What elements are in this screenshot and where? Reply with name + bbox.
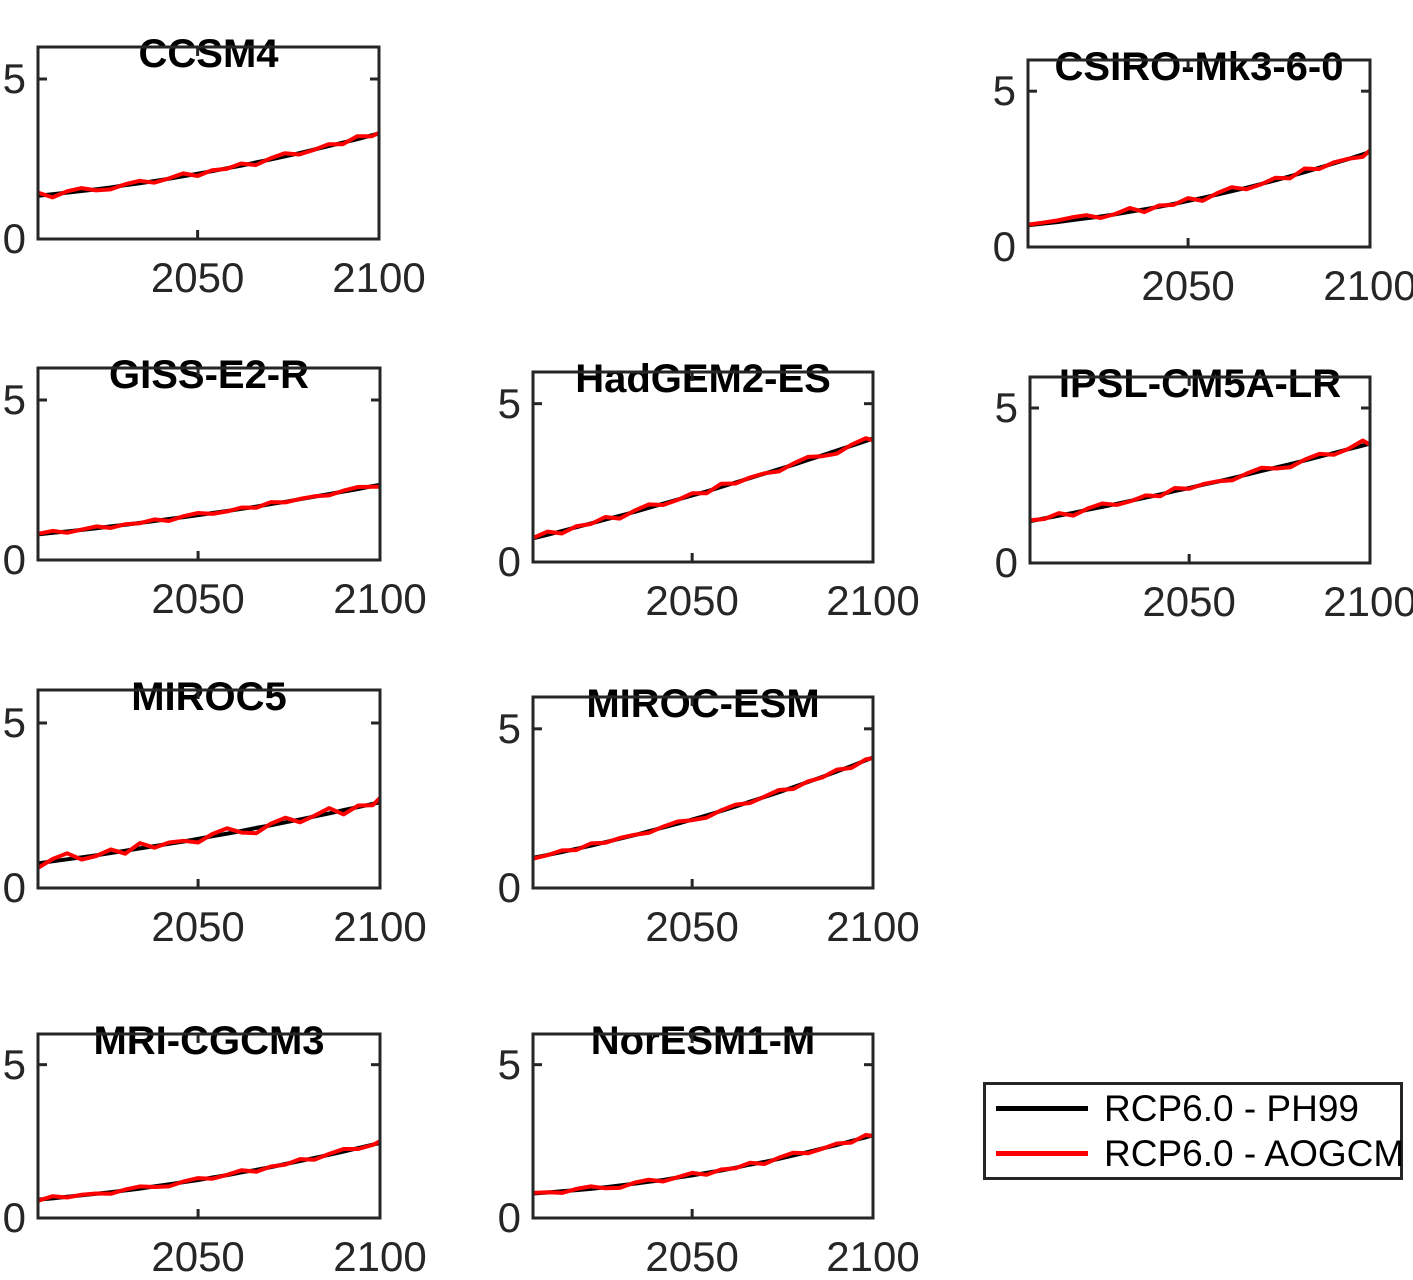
- plot-area-hadgem2-es: [531, 370, 875, 564]
- series-line-ph99: [37, 1140, 381, 1202]
- legend-line-swatch-aogcm: [996, 1151, 1088, 1157]
- axes-frame: [1028, 375, 1372, 565]
- subplot-title-csiro-mk3-6-0: CSIRO-Mk3-6-0: [1054, 45, 1344, 90]
- axes-frame: [1026, 58, 1372, 249]
- legend-label-aogcm: RCP6.0 - AOGCM: [1104, 1133, 1405, 1175]
- axes-frame: [531, 370, 875, 564]
- x-tick-label: 2100: [333, 903, 427, 950]
- y-tick-label: 0: [2, 536, 26, 583]
- series-line-aogcm: [37, 1139, 381, 1203]
- y-tick-label: 0: [497, 538, 521, 585]
- x-tick-label: 2100: [826, 577, 920, 624]
- x-tick-label: 2050: [645, 577, 739, 624]
- series-line-ph99: [532, 755, 874, 860]
- x-tick-label: 2050: [645, 903, 739, 950]
- plot-area-csiro-mk3-6-0: [1026, 58, 1372, 249]
- x-tick-label: 2100: [332, 254, 426, 301]
- subplot-title-mri-cgcm3: MRI-CGCM3: [93, 1019, 325, 1064]
- subplot-title-ccsm4: CCSM4: [138, 32, 279, 77]
- axes-frame: [36, 366, 382, 562]
- plot-area-ccsm4: [36, 45, 381, 241]
- series-line-ph99: [1027, 150, 1371, 228]
- x-tick-label: 2050: [645, 1233, 739, 1280]
- legend-entry-aogcm: RCP6.0 - AOGCM: [986, 1132, 1404, 1176]
- x-tick-label: 2050: [151, 1233, 245, 1280]
- subplot-title-giss-e2-r: GISS-E2-R: [108, 353, 310, 398]
- series-line-aogcm: [36, 796, 382, 870]
- plot-area-miroc5: [36, 688, 382, 890]
- x-tick-label: 2050: [1142, 578, 1236, 625]
- y-tick-label: 0: [994, 539, 1018, 586]
- axes-frame: [531, 1032, 875, 1220]
- series-line-aogcm: [1029, 438, 1371, 523]
- subplot-title-miroc-esm: MIROC-ESM: [586, 682, 820, 727]
- plot-area-giss-e2-r: [36, 366, 382, 562]
- subplot-title-hadgem2-es: HadGEM2-ES: [575, 357, 831, 402]
- series-line-ph99: [532, 1133, 874, 1196]
- y-tick-label: 5: [497, 704, 521, 752]
- y-tick-label: 5: [2, 55, 26, 102]
- legend-label-ph99: RCP6.0 - PH99: [1104, 1087, 1359, 1129]
- series-line-aogcm: [532, 756, 874, 861]
- series-line-aogcm: [532, 1132, 874, 1195]
- y-tick-label: 5: [992, 67, 1016, 115]
- subplot-title-miroc5: MIROC5: [131, 675, 287, 720]
- axes-frame: [531, 695, 875, 890]
- axes-frame: [36, 1032, 382, 1220]
- x-tick-label: 2100: [1323, 578, 1413, 625]
- x-tick-label: 2100: [826, 1233, 920, 1280]
- plot-area-noresm1-m: [531, 1032, 875, 1220]
- y-tick-label: 5: [2, 376, 26, 423]
- subplot-title-ipsl-cm5a-lr: IPSL-CM5A-LR: [1058, 362, 1342, 407]
- subplot-title-noresm1-m: NorESM1-M: [590, 1019, 816, 1064]
- x-tick-label: 2050: [151, 903, 245, 950]
- x-tick-label: 2100: [1323, 262, 1413, 309]
- plot-area-mri-cgcm3: [36, 1032, 382, 1220]
- series-line-aogcm: [37, 484, 380, 536]
- plot-area-ipsl-cm5a-lr: [1028, 375, 1372, 565]
- x-tick-label: 2050: [1141, 262, 1235, 309]
- series-line-aogcm: [1027, 148, 1372, 227]
- y-tick-label: 0: [497, 864, 521, 911]
- y-tick-label: 5: [2, 699, 26, 746]
- plot-area-miroc-esm: [531, 695, 875, 890]
- y-tick-label: 5: [2, 1040, 26, 1088]
- y-tick-label: 5: [994, 384, 1018, 431]
- legend-line-swatch-ph99: [996, 1105, 1088, 1111]
- series-line-aogcm: [37, 130, 380, 200]
- y-tick-label: 0: [2, 1194, 26, 1241]
- y-tick-label: 5: [497, 1040, 521, 1088]
- series-line-ph99: [37, 800, 381, 866]
- x-tick-label: 2100: [826, 903, 920, 950]
- x-tick-label: 2100: [333, 575, 427, 622]
- legend: RCP6.0 - PH99 RCP6.0 - AOGCM: [983, 1082, 1404, 1180]
- y-tick-label: 0: [2, 215, 26, 262]
- x-tick-label: 2050: [150, 254, 245, 301]
- legend-entry-ph99: RCP6.0 - PH99: [986, 1086, 1400, 1130]
- x-tick-label: 2050: [151, 575, 245, 622]
- y-tick-label: 0: [2, 864, 26, 911]
- axes-frame: [36, 45, 381, 241]
- y-tick-label: 5: [497, 379, 521, 427]
- axes-frame: [36, 688, 382, 890]
- y-tick-label: 0: [497, 1194, 521, 1241]
- y-tick-label: 0: [992, 223, 1016, 270]
- series-line-aogcm: [532, 436, 874, 540]
- x-tick-label: 2100: [333, 1233, 427, 1280]
